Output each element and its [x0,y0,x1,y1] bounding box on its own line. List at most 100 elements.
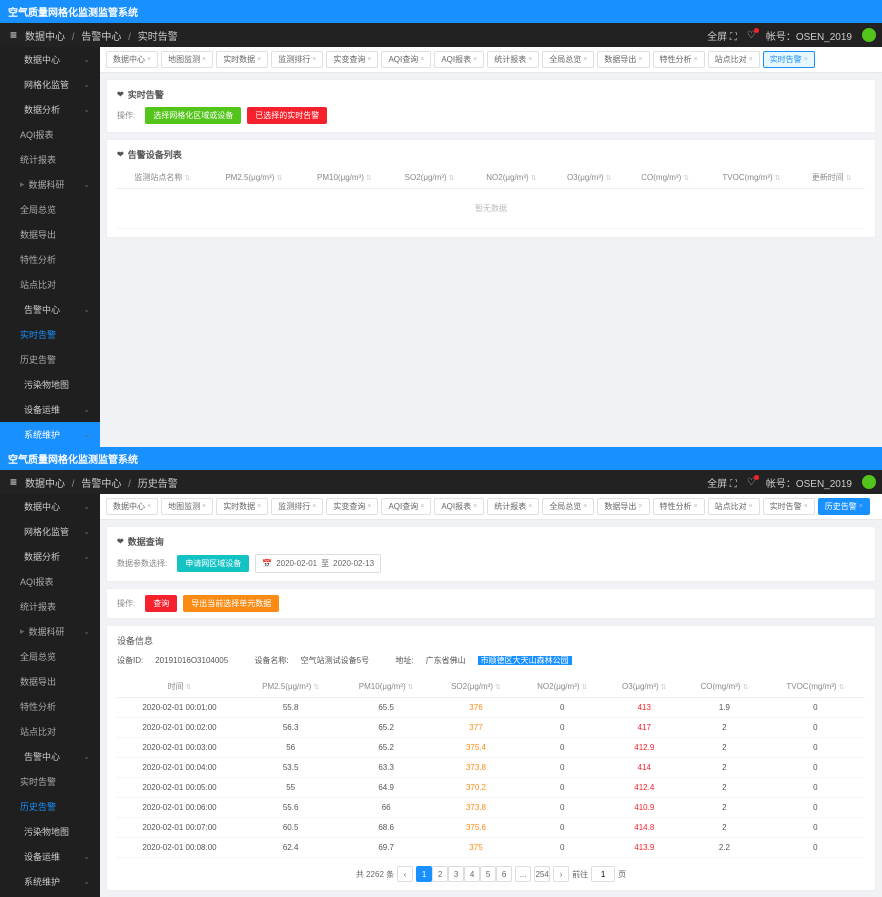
pager-page[interactable]: 4 [464,866,480,882]
sidebar-item[interactable]: ▸数据科研⌄ [0,619,100,644]
sidebar-item[interactable]: 全局总览 [0,644,100,669]
crumb-2[interactable]: 实时告警 [138,32,178,43]
tab-chip[interactable]: 全局总览 × [542,51,594,68]
tab-chip[interactable]: 地图监测 × [161,51,213,68]
sidebar-item[interactable]: 站点比对 [0,272,100,297]
pager-page[interactable]: 1 [416,866,432,882]
tab-chip[interactable]: AQI报表 × [434,51,484,68]
column-header[interactable]: PM2.5(μg/m³)⇅ [208,167,300,189]
sidebar-item[interactable]: 数据分析⌄ [0,97,100,122]
tab-chip[interactable]: 统计报表 × [487,51,539,68]
column-header[interactable]: 时间⇅ [117,676,242,698]
sidebar-item[interactable]: 站点比对 [0,719,100,744]
tab-chip[interactable]: 实变查询 × [326,498,378,515]
sidebar-item[interactable]: 网格化监管⌄ [0,519,100,544]
close-icon[interactable]: × [583,503,587,510]
sidebar-item[interactable]: 污染物地图 [0,372,100,397]
sidebar-item[interactable]: 历史告警 [0,794,100,819]
column-header[interactable]: PM2.5(μg/m³)⇅ [242,676,339,698]
tab-chip[interactable]: 实时告警 × [763,498,815,515]
sidebar-item[interactable]: 统计报表 [0,147,100,172]
column-header[interactable]: NO2(μg/m³)⇅ [519,676,606,698]
export-button[interactable]: 导出当前选择单元数据 [183,595,279,612]
close-icon[interactable]: × [367,503,371,510]
crumb-1[interactable]: 告警中心 [81,479,121,490]
column-header[interactable]: O3(μg/m³)⇅ [553,167,626,189]
column-header[interactable]: PM10(μg/m³)⇅ [300,167,389,189]
tab-chip[interactable]: 数据中心 × [106,498,158,515]
tab-chip[interactable]: 监测排行 × [271,51,323,68]
tab-chip[interactable]: 数据导出 × [597,498,649,515]
close-icon[interactable]: × [312,503,316,510]
fullscreen-button[interactable]: 全屏 ⛶ [707,475,737,490]
close-icon[interactable]: × [528,503,532,510]
pager-page[interactable]: 6 [496,866,512,882]
column-header[interactable]: 更新时间⇅ [798,167,865,189]
close-icon[interactable]: × [583,56,587,63]
column-header[interactable]: SO2(μg/m³)⇅ [433,676,519,698]
pager-page[interactable]: 5 [480,866,496,882]
close-icon[interactable]: × [147,56,151,63]
tab-chip[interactable]: 数据导出 × [597,51,649,68]
sidebar-item[interactable]: 特性分析 [0,247,100,272]
crumb-1[interactable]: 告警中心 [81,32,121,43]
sidebar-item[interactable]: 全局总览 [0,197,100,222]
sidebar-item[interactable]: 实时告警 [0,769,100,794]
request-area-devices-button[interactable]: 申请网区域设备 [177,555,249,572]
close-icon[interactable]: × [473,503,477,510]
crumb-0[interactable]: 数据中心 [25,479,65,490]
selected-alarms-button[interactable]: 已选择的实时告警 [247,107,327,124]
sidebar-item[interactable]: 统计报表 [0,594,100,619]
pager-goto-input[interactable] [591,866,615,882]
tab-chip[interactable]: AQI查询 × [381,498,431,515]
tab-chip[interactable]: 地图监测 × [161,498,213,515]
sidebar-item[interactable]: ▸数据科研⌄ [0,172,100,197]
tab-chip[interactable]: 监测排行 × [271,498,323,515]
column-header[interactable]: TVOC(mg/m³)⇅ [704,167,798,189]
sidebar-item[interactable]: 污染物地图 [0,819,100,844]
tab-chip[interactable]: 实变查询 × [326,51,378,68]
tab-chip[interactable]: 站点比对 × [708,498,760,515]
menu-toggle-icon[interactable]: ≡ [10,475,17,489]
sidebar-item[interactable]: 数据导出 [0,669,100,694]
close-icon[interactable]: × [420,56,424,63]
tab-chip[interactable]: 特性分析 × [653,51,705,68]
close-icon[interactable]: × [859,503,863,510]
sidebar-item[interactable]: 数据导出 [0,222,100,247]
select-devices-button[interactable]: 选择网格化区域或设备 [145,107,241,124]
sidebar-item[interactable]: 网格化监管⌄ [0,72,100,97]
close-icon[interactable]: × [257,503,261,510]
column-header[interactable]: TVOC(mg/m³)⇅ [766,676,865,698]
sidebar-item[interactable]: 设备运维⌄ [0,397,100,422]
sidebar-item[interactable]: 特性分析 [0,694,100,719]
sidebar-item[interactable]: AQI报表 [0,122,100,147]
date-range-input[interactable]: 📅 2020-02-01 至 2020-02-13 [255,554,381,573]
query-button[interactable]: 查询 [145,595,177,612]
close-icon[interactable]: × [804,503,808,510]
close-icon[interactable]: × [473,56,477,63]
tab-chip[interactable]: 实时数据 × [216,51,268,68]
tab-chip[interactable]: 站点比对 × [708,51,760,68]
close-icon[interactable]: × [420,503,424,510]
notification-icon[interactable]: ♡ [747,30,756,41]
pager-prev[interactable]: ‹ [397,866,413,882]
tab-chip[interactable]: 实时数据 × [216,498,268,515]
avatar[interactable] [862,475,876,489]
crumb-2[interactable]: 历史告警 [138,479,178,490]
pager-page[interactable]: 2 [432,866,448,882]
tab-chip[interactable]: 全局总览 × [542,498,594,515]
sidebar-item[interactable]: 数据中心⌄ [0,47,100,72]
close-icon[interactable]: × [202,503,206,510]
close-icon[interactable]: × [147,503,151,510]
sidebar-item[interactable]: 系统维护⌄ [0,869,100,894]
close-icon[interactable]: × [528,56,532,63]
pager-last[interactable]: 254 [534,866,550,882]
sidebar-item[interactable]: 数据中心⌄ [0,494,100,519]
pager-next[interactable]: › [553,866,569,882]
sidebar-item[interactable]: 实时告警 [0,322,100,347]
close-icon[interactable]: × [694,503,698,510]
close-icon[interactable]: × [804,56,808,63]
pager-page[interactable]: 3 [448,866,464,882]
sidebar-item[interactable]: 系统维护⌄ [0,422,100,447]
close-icon[interactable]: × [638,503,642,510]
